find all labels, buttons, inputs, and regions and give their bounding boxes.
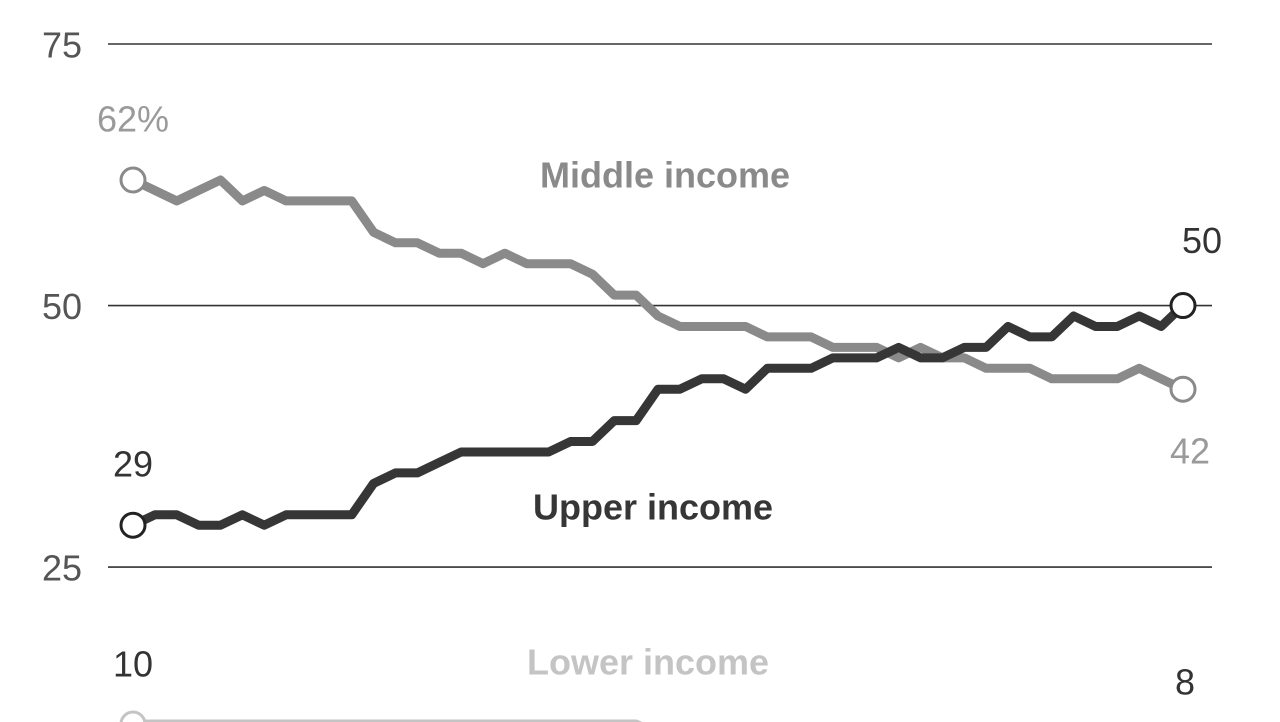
value-label: 29 xyxy=(113,444,153,485)
value-label: 62% xyxy=(97,99,169,140)
value-label: 8 xyxy=(1175,661,1195,702)
series-label: Upper income xyxy=(533,487,773,528)
end-marker xyxy=(119,511,147,539)
end-marker xyxy=(1169,292,1197,320)
series-label: Middle income xyxy=(540,155,790,196)
y-tick-label: 75 xyxy=(42,25,82,66)
end-marker xyxy=(1169,375,1197,403)
value-label: 50 xyxy=(1182,220,1222,261)
value-label: 10 xyxy=(113,644,153,685)
value-label: 42 xyxy=(1170,431,1210,472)
series-line xyxy=(131,175,1185,394)
y-tick-label: 50 xyxy=(42,286,82,327)
end-marker xyxy=(119,166,147,194)
series-line xyxy=(131,302,1187,530)
series-label: Lower income xyxy=(527,642,769,683)
end-marker xyxy=(119,710,147,722)
y-tick-label: 25 xyxy=(42,548,82,589)
